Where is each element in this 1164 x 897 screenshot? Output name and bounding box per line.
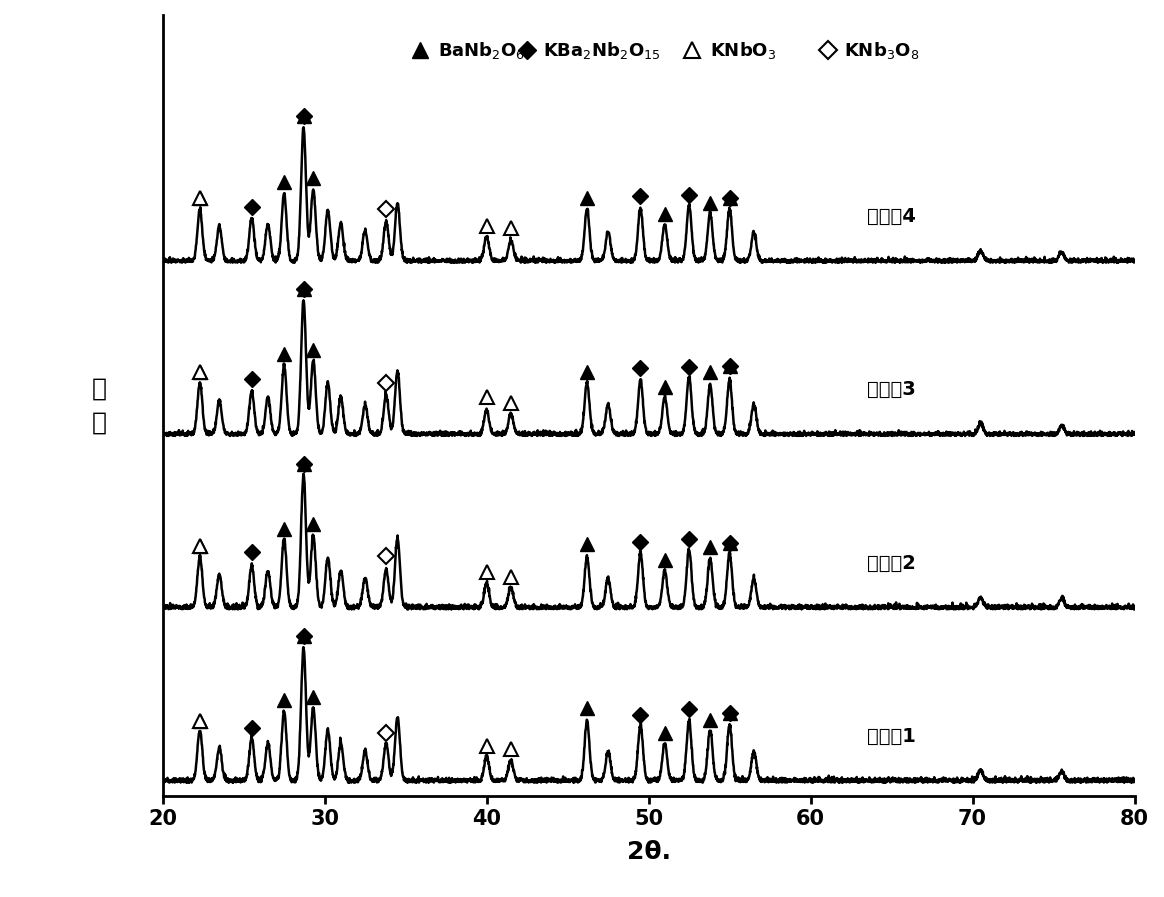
Text: BaNb$_2$O$_6$: BaNb$_2$O$_6$ [438,39,525,61]
Text: 实施契4: 实施契4 [867,207,916,226]
Text: 实施契3: 实施契3 [867,380,916,399]
Text: KNbO$_3$: KNbO$_3$ [710,39,776,61]
X-axis label: 2θ.: 2θ. [626,840,670,864]
Text: 实施契1: 实施契1 [867,727,916,745]
Text: 强
度: 强 度 [92,377,107,434]
Text: KNb$_3$O$_8$: KNb$_3$O$_8$ [844,39,920,61]
Text: KBa$_2$Nb$_2$O$_{15}$: KBa$_2$Nb$_2$O$_{15}$ [542,39,660,61]
Text: 实施契2: 实施契2 [867,553,916,572]
